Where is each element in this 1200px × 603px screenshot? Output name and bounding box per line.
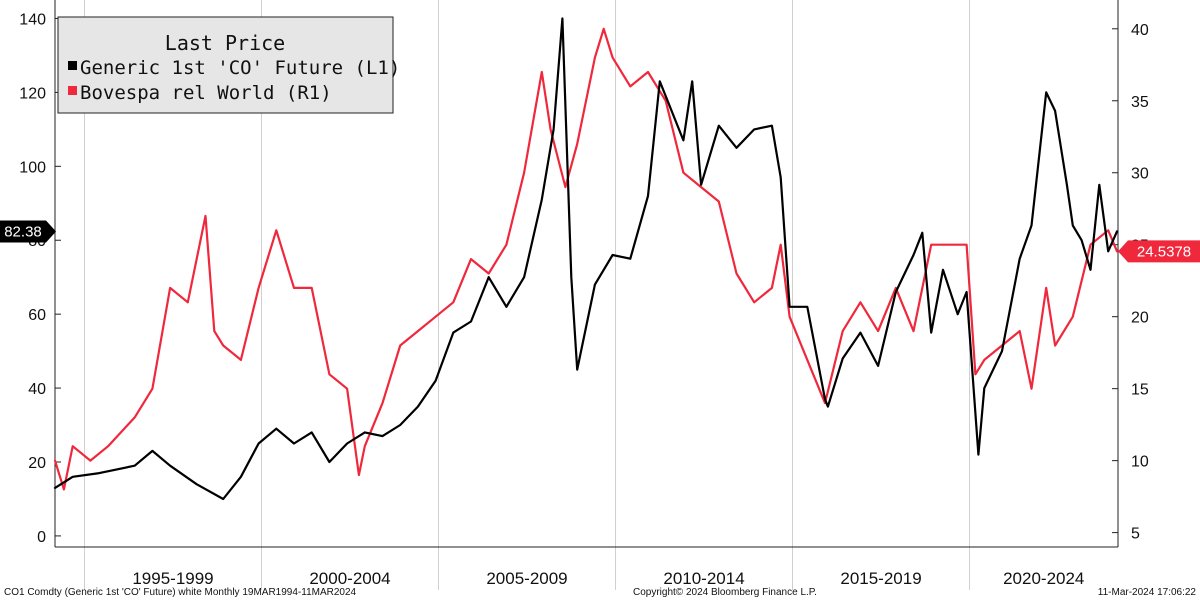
right-tick-label: 20 [1131, 310, 1149, 327]
last-value-tags: 82.38 24.5378 [0, 220, 1200, 263]
legend-title: Last Price [165, 31, 285, 55]
period-label: 2000-2004 [309, 569, 390, 588]
left-axis-ticks: 020406080100120140 [19, 11, 61, 546]
period-label: 1995-1999 [132, 569, 213, 588]
legend-label-bovespa: Bovespa rel World (R1) [80, 82, 332, 104]
footer-timestamp: 11-Mar-2024 17:06:22 [1097, 587, 1196, 598]
left-last-value-tag [0, 220, 56, 243]
left-last-value-text: 82.38 [4, 223, 42, 240]
period-labels: 1995-1999 2000-2004 2005-2009 2010-2014 2015… [132, 569, 1084, 588]
right-tick-label: 10 [1131, 454, 1149, 471]
footer-copyright: Copyright© 2024 Bloomberg Finance L.P. [633, 587, 817, 598]
legend-swatch-bovespa [68, 86, 77, 95]
legend: Last Price Generic 1st 'CO' Future (L1) … [57, 16, 400, 114]
left-tick-label: 100 [19, 159, 46, 176]
right-tick-label: 30 [1131, 166, 1149, 183]
left-tick-label: 60 [28, 307, 46, 324]
right-tick-label: 35 [1131, 94, 1149, 111]
right-last-value-tag [1118, 240, 1200, 263]
period-label: 2015-2019 [840, 569, 921, 588]
legend-swatch-brent [68, 61, 77, 70]
right-last-value-text: 24.5378 [1137, 243, 1191, 260]
right-tick-label: 5 [1131, 526, 1140, 543]
period-label: 2020-2024 [1003, 569, 1084, 588]
right-tick-label: 40 [1131, 22, 1149, 39]
series-layer [53, 17, 1119, 501]
brent-series-line [53, 17, 1119, 501]
bovespa-series-line [53, 27, 1119, 491]
footer-source: CO1 Comdty (Generic 1st 'CO' Future) whi… [4, 587, 357, 598]
left-tick-label: 140 [19, 11, 46, 28]
right-tick-label: 15 [1131, 382, 1149, 399]
left-tick-label: 20 [28, 455, 46, 472]
period-label: 2005-2009 [486, 569, 567, 588]
legend-label-brent: Generic 1st 'CO' Future (L1) [80, 57, 400, 79]
period-label: 2010-2014 [663, 569, 744, 588]
legend-box [57, 16, 394, 114]
left-tick-label: 40 [28, 381, 46, 398]
left-tick-label: 120 [19, 85, 46, 102]
left-tick-label: 0 [37, 529, 46, 546]
